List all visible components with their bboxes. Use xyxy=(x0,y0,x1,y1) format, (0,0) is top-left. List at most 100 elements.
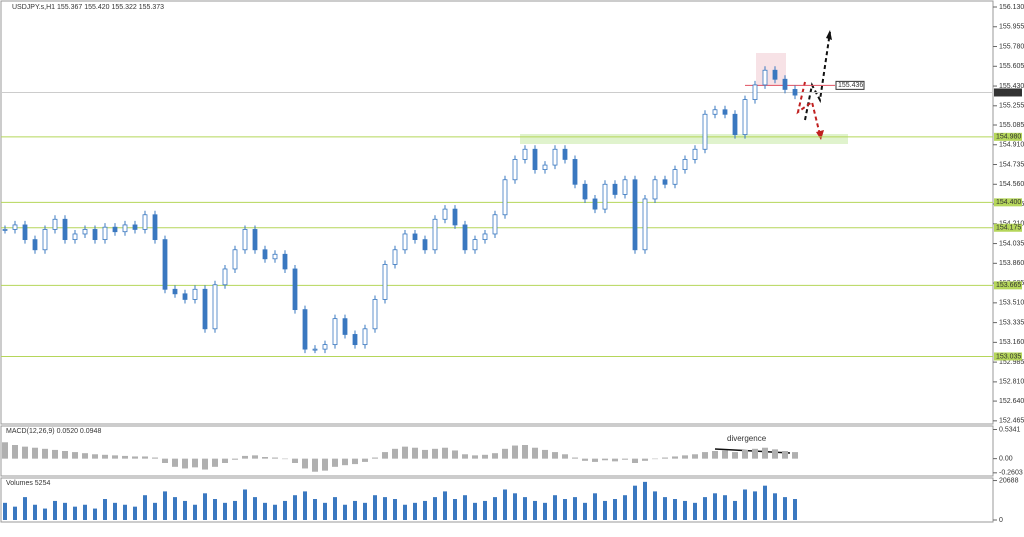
macd-bar xyxy=(622,458,628,460)
candle xyxy=(632,179,638,251)
candle xyxy=(282,253,288,270)
volume-bar xyxy=(713,493,717,520)
volume-bar xyxy=(363,502,367,520)
y-tick-label: 153.860 xyxy=(999,260,1024,267)
candle xyxy=(552,148,558,166)
macd-bar xyxy=(392,448,398,459)
y-tick-label: 156.130 xyxy=(999,4,1024,11)
y-tick-label: 155.780 xyxy=(999,43,1024,50)
volume-bar xyxy=(173,497,177,520)
candle xyxy=(522,148,528,160)
volume-bar xyxy=(233,500,237,520)
volume-bar xyxy=(763,485,767,520)
macd-bar xyxy=(92,454,98,459)
candle xyxy=(662,179,668,185)
candle xyxy=(302,309,308,350)
macd-bar xyxy=(462,454,468,459)
volume-bar xyxy=(213,499,217,520)
volume-bar xyxy=(143,495,147,520)
volume-bar xyxy=(583,502,587,520)
macd-bar xyxy=(72,452,78,459)
divergence-label: divergence xyxy=(727,434,767,443)
candle xyxy=(342,318,348,335)
candle xyxy=(382,264,388,300)
level-tag xyxy=(994,281,1022,290)
macd-bar xyxy=(402,446,408,459)
macd-bar xyxy=(552,452,558,459)
macd-bar xyxy=(612,458,618,462)
candle xyxy=(42,229,48,251)
volume-bar xyxy=(13,506,17,520)
candle xyxy=(272,253,278,260)
volume-bar xyxy=(323,502,327,520)
volume-bar xyxy=(383,497,387,520)
candle xyxy=(2,229,8,231)
macd-bar xyxy=(712,451,718,459)
candle xyxy=(212,284,218,330)
macd-bar xyxy=(32,447,38,459)
y-tick-label: 154.560 xyxy=(999,181,1024,188)
candle xyxy=(652,179,658,200)
volume-bar xyxy=(33,504,37,520)
level-label: 153.665 xyxy=(996,282,1021,289)
macd-bar xyxy=(492,453,498,459)
candle xyxy=(332,318,338,346)
y-tick-label: 155.605 xyxy=(999,63,1024,70)
macd-bar xyxy=(522,445,528,459)
y-tick-label: 155.955 xyxy=(999,24,1024,31)
volume-bar xyxy=(623,495,627,520)
candle xyxy=(612,183,618,195)
volume-bar xyxy=(553,495,557,520)
macd-bar xyxy=(2,442,8,459)
candle xyxy=(572,159,578,185)
volume-bar xyxy=(393,499,397,520)
volume-bar xyxy=(603,500,607,520)
volume-bar xyxy=(53,500,57,520)
candle xyxy=(762,69,768,86)
candle xyxy=(512,159,518,181)
macd-bar xyxy=(762,447,768,459)
macd-bar xyxy=(602,458,608,461)
macd-bar xyxy=(332,458,338,467)
volume-bar xyxy=(453,499,457,520)
volume-bar xyxy=(293,495,297,520)
y-tick-label: 153.160 xyxy=(999,339,1024,346)
volume-bar xyxy=(473,502,477,520)
macd-bar xyxy=(342,458,348,466)
candle xyxy=(622,179,628,195)
candle xyxy=(492,214,498,235)
macd-bar xyxy=(372,457,378,459)
candle xyxy=(642,198,648,251)
volume-bar xyxy=(653,491,657,520)
candle xyxy=(782,78,788,90)
macd-bar xyxy=(422,449,428,459)
candle xyxy=(582,183,588,200)
candle xyxy=(232,249,238,270)
volume-bar xyxy=(563,499,567,520)
candle xyxy=(72,233,78,241)
candle xyxy=(792,89,798,96)
macd-bar xyxy=(142,456,148,459)
current-price-label: 155.373 xyxy=(996,89,1021,96)
volume-bar xyxy=(573,497,577,520)
volume-bar xyxy=(753,491,757,520)
level-tag xyxy=(994,132,1022,141)
volume-bar xyxy=(543,502,547,520)
y-tick-label: 155.430 xyxy=(999,83,1024,90)
candle xyxy=(292,268,298,311)
candle xyxy=(462,224,468,251)
volume-bar xyxy=(693,502,697,520)
main-frame xyxy=(0,0,994,425)
candle xyxy=(352,334,358,346)
candle xyxy=(82,229,88,235)
volume-bar xyxy=(613,499,617,520)
candle xyxy=(182,293,188,300)
macd-bar xyxy=(722,450,728,459)
volume-bar xyxy=(193,504,197,520)
volume-bar xyxy=(723,495,727,520)
candle xyxy=(442,208,448,220)
candle xyxy=(202,288,208,330)
volume-bar xyxy=(313,499,317,520)
candle xyxy=(482,233,488,241)
